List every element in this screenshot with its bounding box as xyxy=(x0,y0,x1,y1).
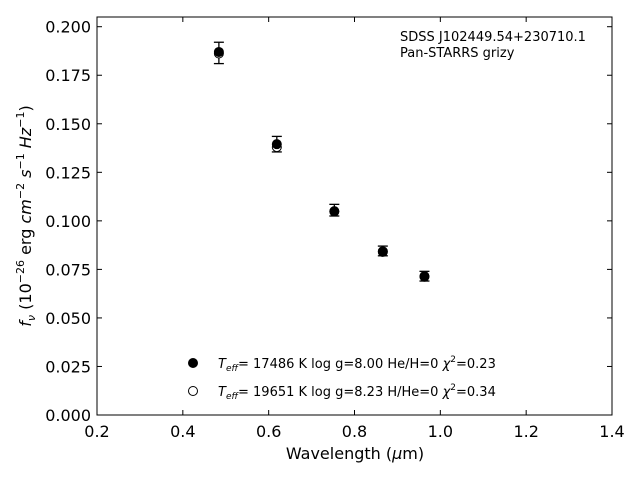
legend-marker-filled xyxy=(188,358,198,368)
y-tick-label-6: 0.150 xyxy=(45,115,91,134)
y-tick-label-0: 0.000 xyxy=(45,406,91,425)
annotation-survey: Pan-STARRS grizy xyxy=(400,46,515,61)
model-filled-point-4 xyxy=(419,271,430,282)
x-tick-label-6: 1.4 xyxy=(599,422,624,441)
y-tick-label-4: 0.100 xyxy=(45,212,91,231)
legend: Teff= 17486 K log g=8.00 He/H=0 χ2=0.23 … xyxy=(188,355,496,402)
x-tick-label-4: 1.0 xyxy=(428,422,453,441)
x-tick-label-1: 0.4 xyxy=(170,422,195,441)
y-tick-label-8: 0.200 xyxy=(45,18,91,37)
legend-entry-2: Teff= 19651 K log g=8.23 H/He=0 χ2=0.34 xyxy=(218,383,496,402)
y-tick-label-7: 0.175 xyxy=(45,66,91,85)
plot-frame xyxy=(96,16,613,416)
y-tick-label-1: 0.025 xyxy=(45,357,91,376)
model-filled-point-2 xyxy=(329,206,340,217)
legend-entry-1: Teff= 17486 K log g=8.00 He/H=0 χ2=0.23 xyxy=(218,355,496,374)
y-tick-label-2: 0.050 xyxy=(45,309,91,328)
model-filled-point-1 xyxy=(271,139,282,150)
x-tick-label-2: 0.6 xyxy=(256,422,281,441)
x-tick-label-5: 1.2 xyxy=(513,422,538,441)
y-tick-label-5: 0.125 xyxy=(45,163,91,182)
y-axis-label: fν (10−26 erg cm−2 s−1 Hz−1) xyxy=(14,105,38,326)
y-tick-label-3: 0.075 xyxy=(45,260,91,279)
model-filled-point-0 xyxy=(213,46,224,57)
x-tick-label-3: 0.8 xyxy=(342,422,367,441)
legend-marker-open xyxy=(188,386,198,396)
x-axis-label: Wavelength (μm) xyxy=(286,444,424,463)
model-filled-point-3 xyxy=(377,246,388,257)
data-marks xyxy=(213,41,430,282)
x-tick-label-0: 0.2 xyxy=(84,422,109,441)
axis-ticks: 0.2 0.4 0.6 0.8 1.0 1.2 1.4 0.000 0.025 0.050 0.07… xyxy=(45,17,625,441)
annotation-object-name: SDSS J102449.54+230710.1 xyxy=(400,30,586,45)
